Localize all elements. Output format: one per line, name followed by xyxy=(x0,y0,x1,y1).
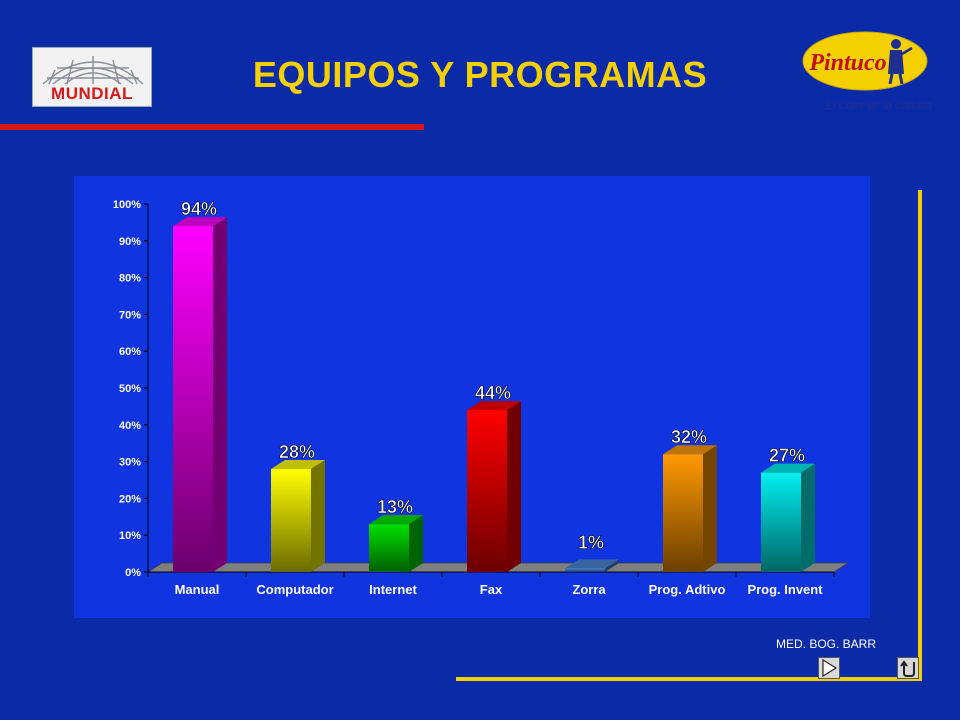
y-tick-label: 30% xyxy=(119,457,141,469)
bar-side xyxy=(605,559,619,572)
x-tick-label: Prog. Adtivo xyxy=(649,582,726,597)
data-label: 1% xyxy=(578,532,604,552)
pintuco-slogan: El Color de la Calidad xyxy=(825,100,932,112)
data-label: 28% xyxy=(279,442,315,462)
red-divider xyxy=(0,124,424,130)
x-tick-label: Zorra xyxy=(572,582,606,597)
y-tick-label: 10% xyxy=(119,530,141,542)
x-tick-label: Computador xyxy=(256,582,333,597)
bar xyxy=(565,568,605,572)
data-label: 94% xyxy=(181,199,217,219)
bar xyxy=(467,410,507,572)
bar-top xyxy=(369,515,423,525)
bar-side xyxy=(801,463,815,572)
next-slide-button[interactable] xyxy=(818,657,840,679)
bar-side xyxy=(703,445,717,572)
x-tick-label: Prog. Invent xyxy=(747,582,823,597)
bar-top xyxy=(761,463,815,473)
y-tick-label: 80% xyxy=(119,273,141,285)
bar-top xyxy=(663,445,717,455)
horizontal-yellow-rule xyxy=(456,677,922,681)
bar-top xyxy=(565,559,619,569)
mundial-logo: MUNDIAL xyxy=(32,47,152,107)
bar xyxy=(271,468,311,572)
bar xyxy=(761,472,801,572)
chart-panel: 0% 10% 20% 30% 40% 50% 60% 70% 80% 90% 100% 94% Manu… xyxy=(74,176,870,618)
vertical-yellow-rule xyxy=(918,190,922,680)
y-tick-label: 20% xyxy=(119,493,141,505)
y-tick-label: 0% xyxy=(125,567,141,579)
return-button[interactable] xyxy=(897,657,919,679)
bar xyxy=(663,454,703,572)
painter-icon xyxy=(888,39,913,85)
bar-side xyxy=(507,401,521,572)
y-tick-label: 60% xyxy=(119,346,141,358)
x-tick-label: Fax xyxy=(480,582,503,597)
x-tick-label: Manual xyxy=(175,582,220,597)
bar xyxy=(369,524,409,572)
data-label: 13% xyxy=(377,497,413,517)
bar-top xyxy=(173,217,227,227)
y-tick-label: 90% xyxy=(119,236,141,248)
footer-text: MED. BOG. BARR xyxy=(776,637,877,651)
pintuco-logo-text: Pintuco xyxy=(808,50,886,76)
page-title: EQUIPOS Y PROGRAMAS xyxy=(252,54,708,95)
bar-side xyxy=(311,459,325,572)
bar xyxy=(173,226,213,572)
play-next-icon xyxy=(822,658,838,678)
bar-side xyxy=(409,515,423,572)
y-tick-label: 50% xyxy=(119,383,141,395)
pintuco-logo: Pintuco xyxy=(800,30,930,92)
bar-top xyxy=(467,401,521,411)
return-icon xyxy=(900,660,915,677)
y-tick-label: 70% xyxy=(119,309,141,321)
y-tick-label: 40% xyxy=(119,420,141,432)
data-label: 27% xyxy=(769,446,805,466)
bar-side xyxy=(213,217,227,572)
x-tick-label: Internet xyxy=(369,582,417,597)
globe-icon xyxy=(42,56,144,85)
data-label: 44% xyxy=(475,383,511,403)
data-label: 32% xyxy=(671,427,707,447)
y-tick-label: 100% xyxy=(113,199,141,211)
bar-chart: 0% 10% 20% 30% 40% 50% 60% 70% 80% 90% 100% 94% Manu… xyxy=(113,199,850,597)
mundial-logo-text: MUNDIAL xyxy=(51,84,133,103)
bar-top xyxy=(271,459,325,469)
